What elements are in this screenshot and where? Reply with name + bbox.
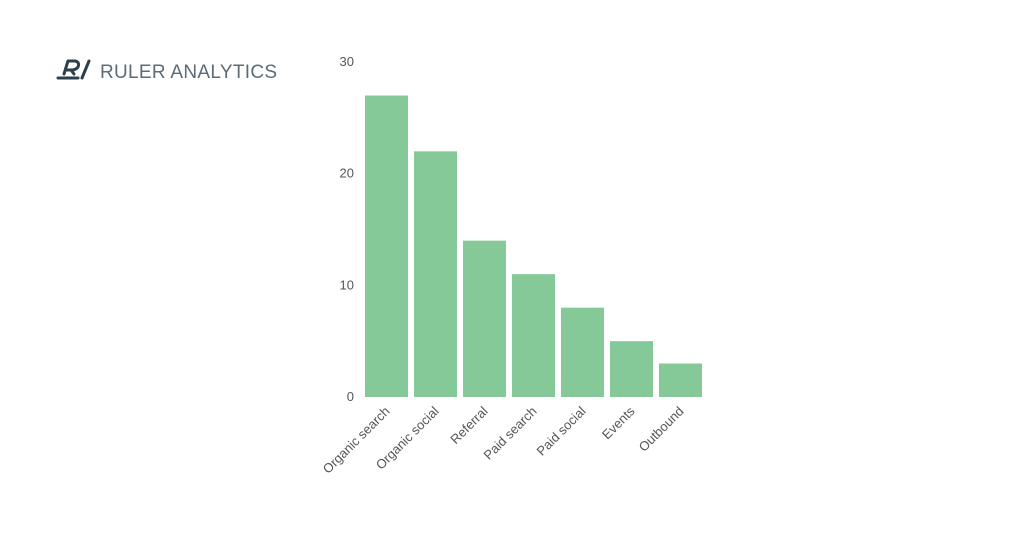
bar bbox=[414, 151, 457, 397]
brand-name: RULER ANALYTICS bbox=[100, 62, 277, 83]
x-tick-label: Paid social bbox=[534, 403, 589, 458]
x-tick-label: Referral bbox=[447, 403, 490, 446]
y-tick-label: 10 bbox=[340, 277, 354, 292]
y-tick-label: 30 bbox=[340, 54, 354, 69]
bar bbox=[463, 240, 506, 397]
bar bbox=[365, 95, 408, 397]
y-tick-label: 0 bbox=[347, 389, 354, 404]
bar bbox=[659, 363, 702, 397]
x-tick-label: Events bbox=[599, 403, 638, 442]
logo-icon bbox=[56, 59, 91, 80]
x-tick-label: Paid search bbox=[480, 404, 539, 463]
bar bbox=[610, 341, 653, 397]
y-tick-label: 20 bbox=[340, 166, 354, 181]
x-tick-label: Outbound bbox=[636, 404, 687, 455]
bar bbox=[512, 274, 555, 397]
bar bbox=[561, 307, 604, 397]
